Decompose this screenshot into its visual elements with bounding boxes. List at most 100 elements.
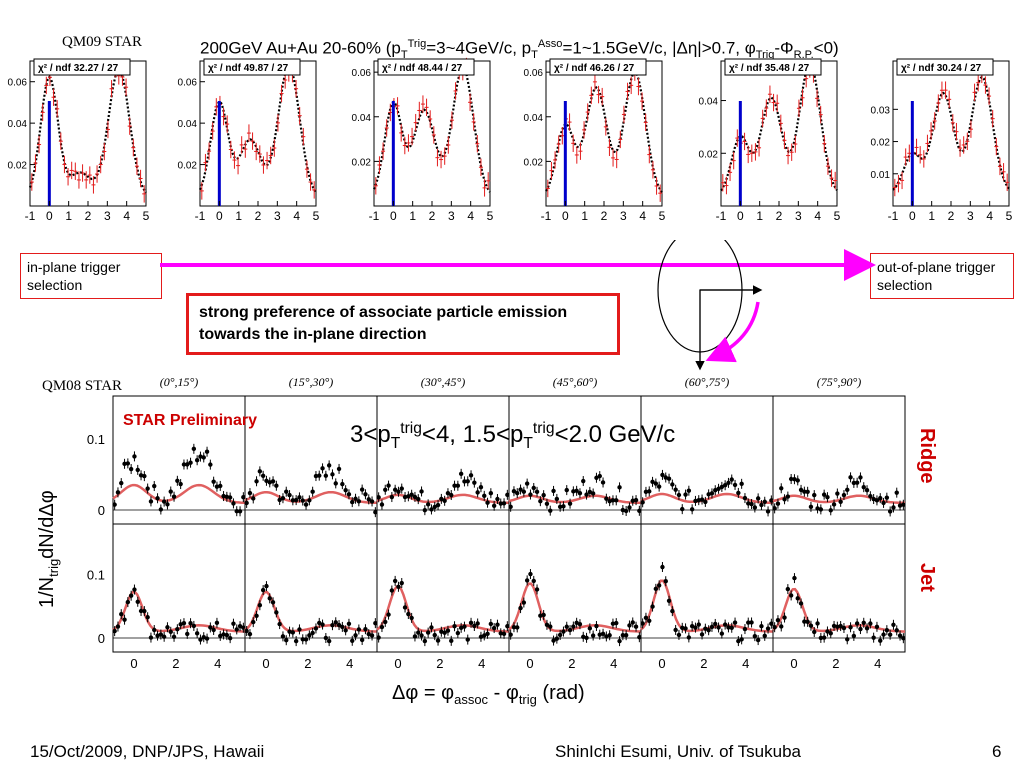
x-tick-label: 0 xyxy=(790,656,797,671)
chi2-label: χ² / ndf 48.44 / 27 xyxy=(382,63,463,74)
x-tick-label: 1 xyxy=(235,209,242,223)
footer-date: 15/Oct/2009, DNP/JPS, Hawaii xyxy=(30,742,265,761)
x-tick-label: 2 xyxy=(700,656,707,671)
chi2-box xyxy=(549,58,647,76)
x-tick-label: 4 xyxy=(293,209,300,223)
x-tick-label: 2 xyxy=(436,656,443,671)
fit-curve xyxy=(198,63,317,194)
qm09-tag: QM09 STAR xyxy=(62,34,143,50)
x-tick-label: 0 xyxy=(526,656,533,671)
jet-panel xyxy=(112,523,246,653)
ridge-panel xyxy=(772,395,906,525)
x-tick-label: -1 xyxy=(888,209,899,223)
x-tick-label: 1 xyxy=(581,209,588,223)
x-tick-label: 5 xyxy=(143,209,150,223)
x-tick-label: 4 xyxy=(346,656,353,671)
x-tick-label: 5 xyxy=(487,209,494,223)
model-curve xyxy=(640,492,773,505)
x-tick-label: 2 xyxy=(776,209,783,223)
x-tick-label: 4 xyxy=(639,209,646,223)
pt-range-label: 3<pTtrig<4, 1.5<pTtrig<2.0 GeV/c xyxy=(350,420,676,452)
x-tick-label: 2 xyxy=(85,209,92,223)
x-tick-label: 5 xyxy=(659,209,666,223)
ridge-panel xyxy=(112,395,246,525)
y-tick-label: 0.06 xyxy=(178,78,198,89)
x-tick-label: 2 xyxy=(568,656,575,671)
ridge-label: Ridge xyxy=(916,428,938,484)
x-tick-label: -1 xyxy=(541,209,552,223)
chi2-label: χ² / ndf 35.48 / 27 xyxy=(729,63,810,74)
model-curve xyxy=(244,590,377,633)
x-tick-label: 3 xyxy=(104,209,111,223)
y-tick-label: 0.02 xyxy=(699,149,719,160)
chi2-box xyxy=(203,58,301,76)
x-tick-label: 1 xyxy=(65,209,72,223)
y-tick-label: 0.04 xyxy=(699,97,719,108)
preference-box: strong preference of associate particle … xyxy=(186,293,620,355)
ridge-panel xyxy=(376,395,510,525)
y-tick-label: 0 xyxy=(98,631,105,646)
y-tick-label: 0.1 xyxy=(87,568,105,583)
ridge-panel xyxy=(508,395,642,525)
x-tick-label: 5 xyxy=(834,209,841,223)
angle-bin-label: (15°,30°) xyxy=(289,375,334,389)
ridge-panel xyxy=(244,395,378,525)
angle-bin-label: (60°,75°) xyxy=(685,375,730,389)
x-tick-label: -1 xyxy=(716,209,727,223)
x-tick-label: 4 xyxy=(214,656,221,671)
jet-label: Jet xyxy=(916,563,938,592)
y-tick-label: 0.02 xyxy=(524,157,544,168)
chi2-label: χ² / ndf 30.24 / 27 xyxy=(901,63,982,74)
top-panel-3 xyxy=(373,60,491,207)
angle-bin-label: (45°,60°) xyxy=(553,375,598,389)
chi2-box xyxy=(724,58,822,76)
arrows-overlay xyxy=(160,240,876,371)
angle-bin-label: (0°,15°) xyxy=(160,375,199,389)
page-number: 6 xyxy=(992,742,1002,761)
x-tick-label: 1 xyxy=(409,209,416,223)
chi2-label: χ² / ndf 49.87 / 27 xyxy=(208,63,289,74)
y-tick-label: 0.06 xyxy=(8,78,28,89)
x-tick-label: 4 xyxy=(467,209,474,223)
x-tick-label: 3 xyxy=(795,209,802,223)
jet-panel xyxy=(772,523,906,653)
rp-axes xyxy=(699,289,760,365)
x-tick-label: 0 xyxy=(737,209,744,223)
top-panel-4 xyxy=(545,60,663,207)
y-tick-label: 0.06 xyxy=(352,68,372,79)
x-tick-label: 1 xyxy=(928,209,935,223)
footer-author: ShinIchi Esumi, Univ. of Tsukuba xyxy=(555,742,801,761)
y-tick-label: 0.04 xyxy=(8,119,28,130)
y-tick-label: 0.06 xyxy=(524,68,544,79)
x-tick-label: 2 xyxy=(948,209,955,223)
x-tick-label: 4 xyxy=(986,209,993,223)
x-tick-label: 3 xyxy=(967,209,974,223)
y-axis-label: 1/NtrigdN/dΔφ xyxy=(36,490,61,608)
x-tick-label: 0 xyxy=(390,209,397,223)
x-tick-label: 0 xyxy=(909,209,916,223)
qm08-chart: (0°,15°) 0 0.1 0 0.1 0 2 4 (15°,30°) 0 2 4 (30°,45°)… xyxy=(87,375,906,671)
y-tick-label: 0.01 xyxy=(871,170,891,181)
x-tick-label: 0 xyxy=(262,656,269,671)
x-tick-label: 2 xyxy=(601,209,608,223)
top-panel-2 xyxy=(199,60,317,207)
y-tick-label: 0.04 xyxy=(352,113,372,124)
chi2-box xyxy=(896,58,994,76)
x-tick-label: 4 xyxy=(123,209,130,223)
x-tick-label: 5 xyxy=(313,209,320,223)
x-tick-label: 2 xyxy=(304,656,311,671)
x-tick-label: 0 xyxy=(130,656,137,671)
x-tick-label: 2 xyxy=(429,209,436,223)
top-panel-1 xyxy=(29,60,147,207)
x-tick-label: 4 xyxy=(478,656,485,671)
x-tick-label: 0 xyxy=(394,656,401,671)
top-panel-5 xyxy=(720,60,838,207)
x-tick-label: 1 xyxy=(756,209,763,223)
y-tick-label: 0.02 xyxy=(8,161,28,172)
x-tick-label: 0 xyxy=(562,209,569,223)
x-tick-label: 4 xyxy=(814,209,821,223)
x-tick-label: 3 xyxy=(620,209,627,223)
y-tick-label: 0.1 xyxy=(87,432,105,447)
y-tick-label: 0.04 xyxy=(524,113,544,124)
